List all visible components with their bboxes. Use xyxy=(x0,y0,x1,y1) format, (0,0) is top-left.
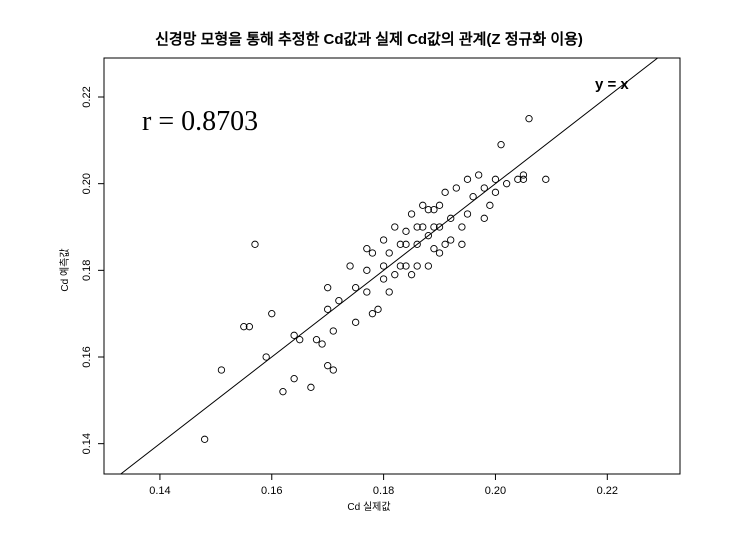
y-tick-label: 0.20 xyxy=(81,173,93,194)
scatter-chart: 신경망 모형을 통해 추정한 Cd값과 실제 Cd값의 관계(Z 정규화 이용)… xyxy=(0,0,738,535)
chart-title: 신경망 모형을 통해 추정한 Cd값과 실제 Cd값의 관계(Z 정규화 이용) xyxy=(0,28,738,49)
y-tick-label: 0.22 xyxy=(81,86,93,107)
correlation-annotation: r = 0.8703 xyxy=(142,106,258,138)
identity-line-annotation: y = x xyxy=(595,76,629,93)
x-tick-label: 0.16 xyxy=(261,485,282,497)
x-tick-label: 0.18 xyxy=(373,485,394,497)
y-tick-label: 0.14 xyxy=(81,433,93,454)
y-axis-label: Cd 예측값 xyxy=(56,248,71,291)
x-tick-label: 0.14 xyxy=(149,485,170,497)
x-axis-label: Cd 실제값 xyxy=(0,498,738,513)
y-tick-label: 0.16 xyxy=(81,346,93,367)
y-tick-label: 0.18 xyxy=(81,260,93,281)
x-tick-label: 0.22 xyxy=(597,485,618,497)
x-tick-label: 0.20 xyxy=(485,485,506,497)
